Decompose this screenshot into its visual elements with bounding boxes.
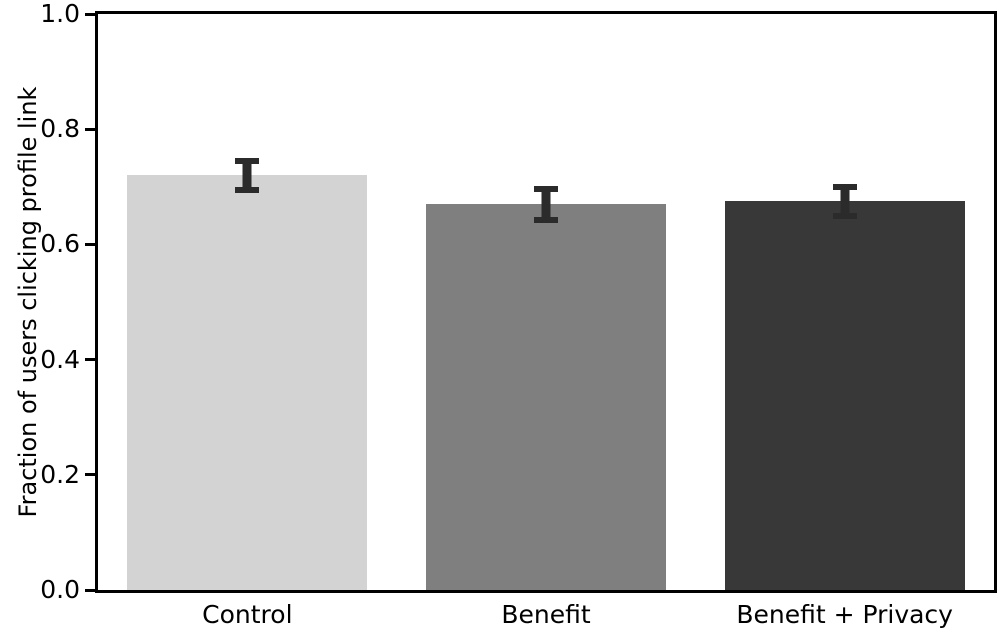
- x-axis-label-benefit: Benefit: [501, 600, 591, 629]
- y-axis-tick-mark: [85, 588, 95, 592]
- y-axis-tick-label: 1.0: [40, 0, 80, 28]
- x-axis-label-control: Control: [202, 600, 293, 629]
- y-axis-tick-mark: [85, 358, 95, 362]
- error-bar-benefit: [534, 185, 558, 223]
- error-bar-stem: [541, 188, 551, 220]
- error-bar-benefit-privacy: [832, 183, 857, 219]
- error-bar-cap-bottom: [832, 212, 857, 219]
- error-bar-cap-bottom: [534, 216, 558, 223]
- bar-control: [127, 175, 368, 590]
- error-bar-cap-top: [534, 185, 558, 192]
- error-bar-stem: [242, 160, 252, 190]
- y-axis-tick-mark: [85, 473, 95, 477]
- y-axis-tick-label: 0.2: [40, 459, 80, 489]
- error-bar-control: [235, 157, 260, 193]
- y-axis-tick-mark: [85, 242, 95, 246]
- bar-benefit-privacy: [724, 201, 965, 590]
- error-bar-cap-top: [832, 183, 857, 190]
- y-axis-tick-mark: [85, 127, 95, 131]
- bar-benefit: [426, 204, 666, 590]
- y-axis-tick-label: 0.8: [40, 114, 80, 144]
- y-axis-tick-labels: 0.0 0.2 0.4 0.6 0.8 1.0: [0, 1, 80, 602]
- y-axis-tick-mark: [85, 12, 95, 16]
- error-bar-cap-top: [235, 157, 260, 164]
- y-axis-tick-label: 0.4: [40, 344, 80, 374]
- error-bar-cap-bottom: [235, 186, 260, 193]
- x-axis-category-labels: Control Benefit Benefit + Privacy: [98, 601, 994, 633]
- error-bar-stem: [840, 186, 850, 216]
- y-axis-tick-label: 0.0: [40, 575, 80, 604]
- x-axis-label-benefit-privacy: Benefit + Privacy: [736, 600, 953, 629]
- y-axis-tick-label: 0.6: [40, 229, 80, 259]
- plot-area: [85, 11, 997, 593]
